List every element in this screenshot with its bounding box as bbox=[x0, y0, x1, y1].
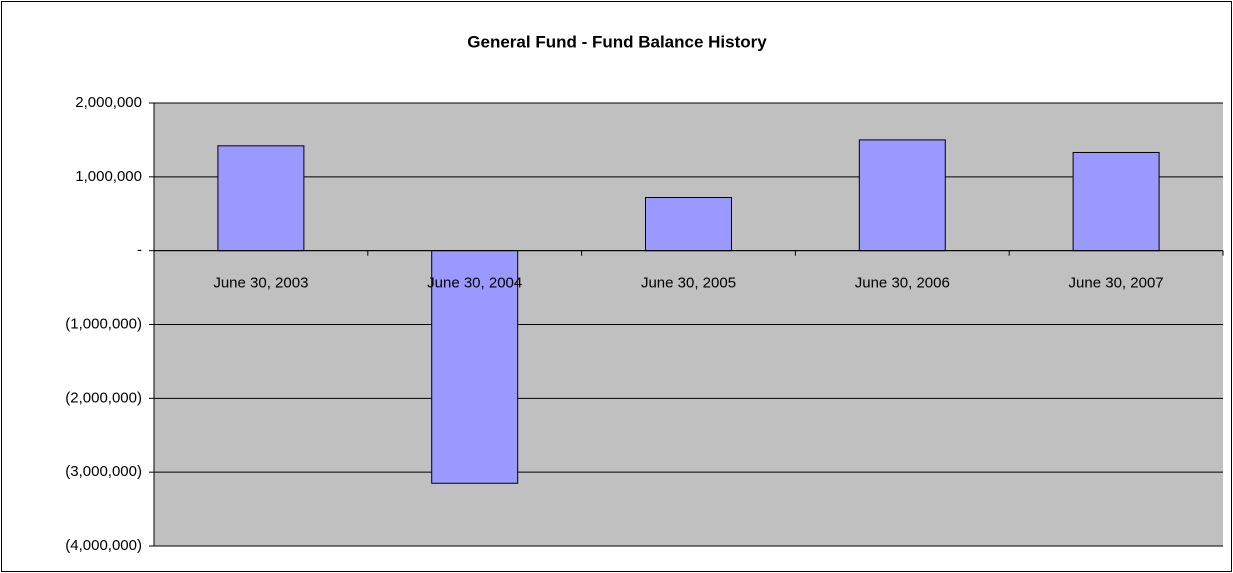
bar bbox=[1072, 151, 1160, 252]
x-tick-label: June 30, 2007 bbox=[1069, 275, 1164, 292]
x-tick-label: June 30, 2006 bbox=[855, 275, 950, 292]
y-tick-label: (3,000,000) bbox=[65, 463, 142, 480]
bar bbox=[858, 139, 946, 252]
y-tick-label: - bbox=[137, 242, 142, 259]
bar bbox=[431, 250, 519, 484]
y-tick-label: (2,000,000) bbox=[65, 389, 142, 406]
chart-title: General Fund - Fund Balance History bbox=[467, 32, 767, 51]
y-tick-label: (1,000,000) bbox=[65, 315, 142, 332]
y-tick-label: (4,000,000) bbox=[65, 537, 142, 554]
bar bbox=[645, 197, 732, 252]
y-tick-label: 2,000,000 bbox=[75, 94, 142, 111]
y-tick-label: 1,000,000 bbox=[75, 168, 142, 185]
x-tick-label: June 30, 2005 bbox=[641, 275, 736, 292]
x-tick-label: June 30, 2004 bbox=[427, 275, 522, 292]
bar bbox=[217, 145, 305, 252]
x-tick-label: June 30, 2003 bbox=[213, 275, 308, 292]
